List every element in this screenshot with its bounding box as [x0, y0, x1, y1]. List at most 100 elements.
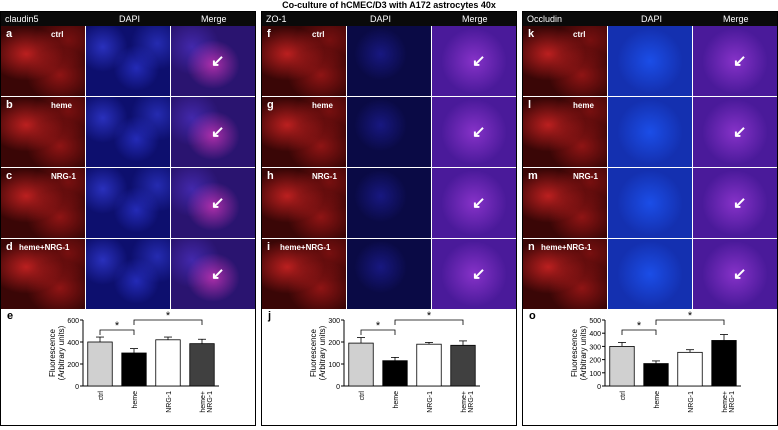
panel-claudin5: claudin5 DAPI Merge e Fluorescence(Arbit…	[0, 11, 256, 426]
header-dapi: DAPI	[641, 14, 663, 24]
header-merge: Merge	[723, 14, 749, 24]
arrow-icon: ↙	[733, 266, 747, 283]
y-axis-label: Fluorescence(Arbitrary units)	[570, 325, 588, 380]
significance-star: *	[115, 320, 120, 332]
micrograph-m-dapi	[608, 168, 692, 238]
micrograph-l-dapi	[608, 97, 692, 167]
arrow-icon: ↙	[211, 53, 225, 70]
header-bar	[262, 12, 516, 26]
y-tick-label: 0	[75, 384, 79, 391]
arrow-icon: ↙	[472, 124, 486, 141]
bar-chart: Fluorescence(Arbitrary units) 0 100 200 300 c…	[309, 310, 480, 413]
bar	[155, 339, 181, 387]
header-stain: Occludin	[527, 14, 563, 24]
row-letter: a	[6, 28, 13, 40]
x-tick-label: heme	[654, 391, 661, 409]
chart-j: j Fluorescence(Arbitrary units) 0 100 200 30…	[262, 308, 516, 425]
header-merge: Merge	[462, 14, 488, 24]
header-stain: claudin5	[5, 14, 39, 24]
row-letter: k	[528, 28, 535, 40]
bar-chart: Fluorescence(Arbitrary units) 0 200 400 600 c…	[48, 310, 219, 413]
row-condition-label: heme	[51, 101, 72, 110]
micrograph-i-merge	[432, 239, 516, 309]
y-tick-label: 0	[336, 384, 340, 391]
bar	[450, 344, 476, 387]
significance-star: *	[637, 320, 642, 332]
row-condition-label: heme	[312, 101, 333, 110]
row-condition-label: ctrl	[312, 30, 325, 39]
row-condition-label: heme	[573, 101, 594, 110]
x-tick-label: NRG-1	[166, 391, 173, 413]
row-letter: n	[528, 241, 535, 253]
micrograph-h-stain	[262, 168, 346, 238]
significance-bracket	[360, 329, 396, 335]
bar	[677, 351, 703, 387]
chart-letter: o	[529, 310, 536, 322]
row-condition-label: heme+NRG-1	[541, 243, 592, 252]
significance-bracket	[621, 329, 657, 335]
arrow-icon: ↙	[472, 53, 486, 70]
y-tick-label: 100	[589, 371, 601, 378]
micrograph-h-dapi	[347, 168, 431, 238]
micrograph-k-dapi	[608, 26, 692, 96]
row-letter: d	[6, 241, 13, 253]
row-letter: c	[6, 170, 13, 182]
micrograph-i-dapi	[347, 239, 431, 309]
x-tick-label: NRG-1	[427, 391, 434, 413]
bar	[609, 346, 635, 387]
row-condition-label: NRG-1	[312, 172, 337, 181]
bar-chart: Fluorescence(Arbitrary units) 0 100 200 300 4…	[570, 310, 741, 413]
y-tick-label: 200	[589, 358, 601, 365]
micrograph-g-merge	[432, 97, 516, 167]
header-stain: ZO-1	[266, 14, 287, 24]
micrograph-m-stain	[523, 168, 607, 238]
header-bar	[1, 12, 255, 26]
micrograph-k-merge	[693, 26, 777, 96]
x-tick-label: heme+NRG-1	[722, 391, 736, 413]
micrograph-k-stain	[523, 26, 607, 96]
micrograph-a-stain	[1, 26, 85, 96]
row-letter: i	[267, 241, 271, 253]
micrograph-f-dapi	[347, 26, 431, 96]
y-tick-label: 100	[328, 362, 340, 369]
significance-bracket	[394, 319, 464, 325]
micrograph-d-dapi	[86, 239, 170, 309]
arrow-icon: ↙	[211, 195, 225, 212]
micrograph-l-merge	[693, 97, 777, 167]
chart-letter: e	[7, 310, 14, 322]
micrograph-a-dapi	[86, 26, 170, 96]
micrograph-c-merge	[171, 168, 255, 238]
y-axis-label: Fluorescence(Arbitrary units)	[48, 325, 66, 380]
row-letter: f	[267, 28, 271, 40]
micrograph-n-dapi	[608, 239, 692, 309]
bar	[382, 360, 408, 387]
significance-star: *	[688, 310, 693, 322]
micrograph-n-stain	[523, 239, 607, 309]
x-tick-label: heme	[393, 391, 400, 409]
micrograph-l-stain	[523, 97, 607, 167]
x-tick-label: heme+NRG-1	[200, 391, 214, 413]
significance-bracket	[655, 319, 725, 325]
micrograph-f-stain	[262, 26, 346, 96]
micrograph-b-merge	[171, 97, 255, 167]
row-letter: l	[528, 99, 532, 111]
micrograph-a-merge	[171, 26, 255, 96]
x-tick-label: heme+NRG-1	[461, 391, 475, 413]
significance-star: *	[166, 310, 171, 322]
bar	[189, 343, 215, 387]
micrograph-n-merge	[693, 239, 777, 309]
y-tick-label: 400	[67, 340, 79, 347]
y-tick-label: 500	[589, 318, 601, 325]
row-condition-label: heme+NRG-1	[280, 243, 331, 252]
micrograph-d-merge	[171, 239, 255, 309]
figure-title: Co-culture of hCMEC/D3 with A172 astrocy…	[282, 0, 496, 10]
arrow-icon: ↙	[211, 266, 225, 283]
row-condition-label: heme+NRG-1	[19, 243, 70, 252]
panel-zo1: ZO-1 DAPI Merge j Fluorescence(Arbitrary…	[261, 11, 517, 426]
bar	[711, 340, 737, 387]
micrograph-m-merge	[693, 168, 777, 238]
micrograph-b-stain	[1, 97, 85, 167]
bar	[87, 341, 113, 387]
significance-star: *	[376, 320, 381, 332]
arrow-icon: ↙	[472, 266, 486, 283]
